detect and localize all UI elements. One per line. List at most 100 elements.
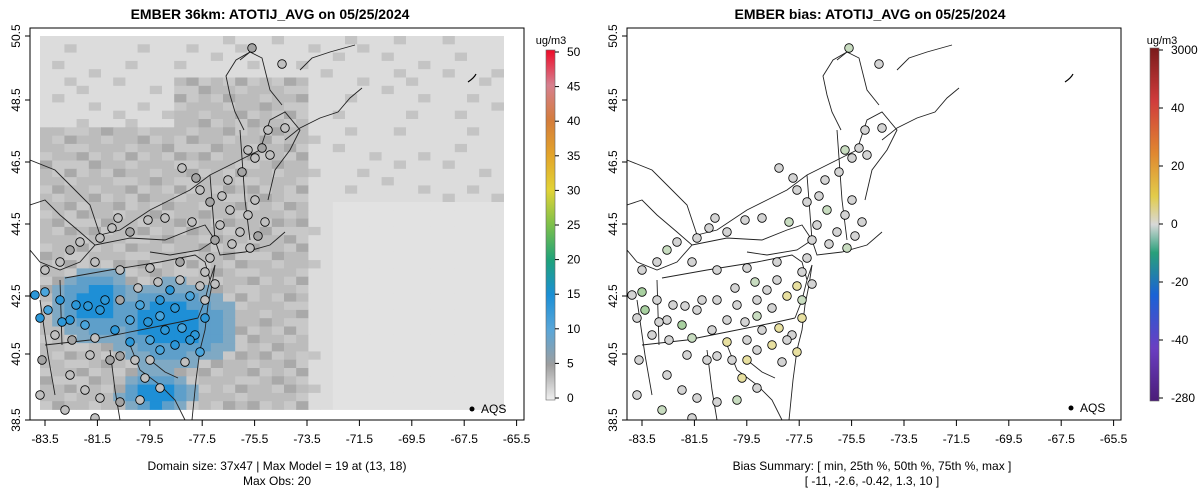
aqs-site-marker <box>175 275 185 285</box>
aqs-site-marker <box>707 325 717 335</box>
aqs-site-marker <box>143 215 153 225</box>
aqs-site-marker <box>243 145 253 155</box>
aqs-site-marker <box>802 253 812 263</box>
aqs-site-marker <box>243 210 253 220</box>
y-tick-label: 48.5 <box>606 88 620 112</box>
bias-colorbar <box>1149 47 1160 402</box>
x-tick-label: -81.5 <box>681 432 709 446</box>
aqs-site-marker <box>200 267 210 277</box>
aqs-site-marker <box>180 357 190 367</box>
aqs-site-marker <box>165 285 175 295</box>
aqs-site-marker <box>125 315 135 325</box>
aqs-site-marker <box>195 185 205 195</box>
aqs-site-marker <box>842 243 852 253</box>
aqs-site-marker <box>145 335 155 345</box>
aqs-site-marker <box>83 301 93 311</box>
aqs-site-marker <box>632 313 642 323</box>
aqs-site-marker <box>820 175 830 185</box>
aqs-site-marker <box>223 175 233 185</box>
aqs-site-marker <box>692 393 702 403</box>
bias-legend-label: AQS <box>1080 401 1105 415</box>
y-tick-label: 46.5 <box>606 150 620 174</box>
aqs-site-marker <box>752 311 762 321</box>
colorbar-tick-label: 40 <box>1171 101 1185 115</box>
aqs-site-marker <box>857 217 867 227</box>
aqs-site-marker <box>160 325 170 335</box>
aqs-site-marker <box>664 335 674 345</box>
aqs-site-marker <box>722 227 732 237</box>
aqs-site-marker <box>90 413 100 420</box>
bias-panel: EMBER bias: ATOTIJ_AVG on 05/25/2024 AQS… <box>606 6 1198 488</box>
aqs-site-marker <box>57 317 67 327</box>
aqs-site-marker <box>67 335 77 345</box>
model-legend-label: AQS <box>481 402 506 416</box>
aqs-site-marker <box>85 350 95 360</box>
aqs-site-marker <box>100 295 110 305</box>
bias-legend-dot <box>1068 405 1074 411</box>
aqs-site-marker <box>824 239 834 249</box>
aqs-site-marker <box>832 227 842 237</box>
aqs-site-marker <box>260 217 270 227</box>
aqs-site-marker <box>662 370 672 380</box>
y-tick-label: 44.5 <box>9 212 23 236</box>
colorbar-tick-label: 20 <box>1171 159 1185 173</box>
x-tick-label: -65.5 <box>1100 432 1128 446</box>
aqs-site-marker <box>65 370 75 380</box>
aqs-site-marker <box>90 257 100 267</box>
model-legend-dot <box>469 406 475 412</box>
aqs-site-marker <box>662 245 672 255</box>
aqs-site-marker <box>75 237 85 247</box>
aqs-site-marker <box>654 317 664 327</box>
x-tick-label: -79.5 <box>733 432 761 446</box>
aqs-site-marker <box>712 351 722 361</box>
colorbar-tick-label: 10 <box>567 322 581 336</box>
colorbar-tick-label: 15 <box>567 287 581 301</box>
aqs-site-marker <box>850 231 860 241</box>
aqs-site-marker <box>40 287 50 297</box>
aqs-site-marker <box>265 150 275 160</box>
x-tick-label: -79.5 <box>136 432 164 446</box>
aqs-site-marker <box>205 197 215 207</box>
aqs-site-marker <box>788 173 798 183</box>
x-tick-label: -69.5 <box>995 432 1023 446</box>
aqs-site-marker <box>245 243 255 253</box>
x-tick-label: -75.5 <box>241 432 269 446</box>
aqs-site-marker <box>840 210 850 220</box>
colorbar-tick-label: 30 <box>567 183 581 197</box>
aqs-site-marker <box>185 335 195 345</box>
aqs-site-marker <box>782 291 792 301</box>
x-tick-label: -81.5 <box>84 432 112 446</box>
aqs-site-marker <box>40 265 50 275</box>
aqs-site-marker <box>115 295 125 305</box>
colorbar-tick-label: 50 <box>567 45 581 59</box>
aqs-site-marker <box>35 390 45 400</box>
aqs-site-marker <box>125 227 135 237</box>
aqs-site-marker <box>697 295 707 305</box>
aqs-site-marker <box>155 345 165 355</box>
model-aqs-sites <box>30 43 290 420</box>
aqs-site-marker <box>143 317 153 327</box>
colorbar-tick-label: 45 <box>567 80 581 94</box>
aqs-site-marker <box>740 317 750 327</box>
aqs-site-marker <box>812 220 822 230</box>
aqs-site-marker <box>170 303 180 313</box>
model-axes: 38.5 40.5 42.5 44.5 46.5 48.5 50.5 -83.5 -81.5 -7… <box>9 24 531 446</box>
aqs-site-marker <box>710 213 720 223</box>
aqs-site-marker <box>647 330 657 340</box>
aqs-site-marker <box>634 355 644 365</box>
aqs-site-marker <box>797 313 807 323</box>
aqs-site-marker <box>814 191 824 201</box>
aqs-site-marker <box>145 263 155 273</box>
aqs-site-marker <box>235 227 245 237</box>
bias-colorbar-ticks: 3000 40 20 0 -20 -40 -280 <box>1159 43 1198 405</box>
bias-colorbar-unit: ug/m3 <box>1147 35 1178 47</box>
y-tick-label: 40.5 <box>606 342 620 366</box>
aqs-site-marker <box>113 213 123 223</box>
y-tick-label: 38.5 <box>9 408 23 432</box>
aqs-site-marker <box>110 325 120 335</box>
aqs-site-marker <box>155 295 165 305</box>
aqs-site-marker <box>250 153 260 163</box>
aqs-site-marker <box>742 263 752 273</box>
aqs-site-marker <box>677 320 687 330</box>
aqs-site-marker <box>135 300 145 310</box>
